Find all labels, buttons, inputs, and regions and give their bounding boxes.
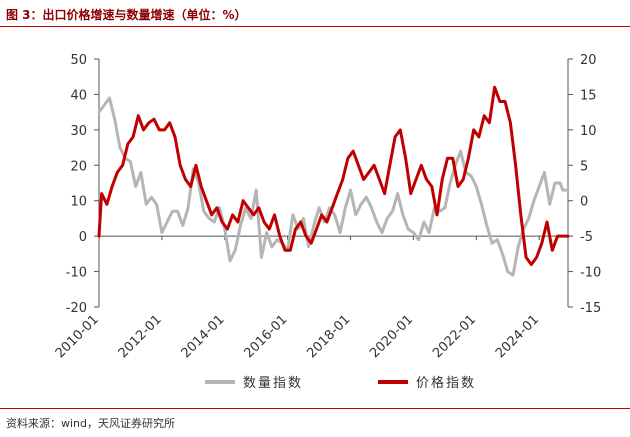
series-line-quantity <box>97 96 570 277</box>
y-left-tick-label: 50 <box>70 53 87 68</box>
x-tick-label: 2020-01 <box>367 312 416 361</box>
y-right-tick-label: 5 <box>580 159 588 174</box>
line-chart: -20 -10 0 10 20 30 40 50 -15 -10 -5 0 5 10 15 20 2010-01… <box>53 53 601 391</box>
series-line-price <box>97 85 570 266</box>
y-left-tick-label: 40 <box>70 88 87 103</box>
y-left-tick-label: 30 <box>70 124 87 139</box>
y-right-tick-label: 15 <box>580 88 597 103</box>
y-left-tick-label: -20 <box>66 301 87 316</box>
x-tick-label: 2016-01 <box>241 312 290 361</box>
y-left-tick-label: -10 <box>66 266 87 281</box>
legend-label-price: 价格指数 <box>416 375 476 391</box>
x-tick-label: 2024-01 <box>493 312 542 361</box>
y-right-tick-label: -15 <box>580 301 601 316</box>
figure-title: 图 3：出口价格增速与数量增速（单位：%） <box>6 8 247 22</box>
footer-rule <box>0 408 630 409</box>
y-left-tick-label: 20 <box>70 159 87 174</box>
source-note: 资料来源：wind，天风证券研究所 <box>6 417 176 430</box>
x-tick-label: 2014-01 <box>179 312 228 361</box>
x-tick-label: 2010-01 <box>53 312 102 361</box>
y-right-tick-label: -5 <box>580 230 593 245</box>
legend-label-quantity: 数量指数 <box>243 376 303 391</box>
y-right-tick-label: -10 <box>580 266 601 281</box>
x-tick-label: 2022-01 <box>430 312 479 361</box>
title-rule <box>0 26 630 27</box>
y-right-tick-label: 20 <box>580 53 597 68</box>
x-tick-label: 2012-01 <box>116 312 165 361</box>
x-tick-label: 2018-01 <box>304 312 353 361</box>
y-right-tick-label: 0 <box>580 195 588 210</box>
y-left-tick-label: 10 <box>70 195 87 210</box>
y-left-tick-label: 0 <box>79 230 87 245</box>
y-right-tick-label: 10 <box>580 124 597 139</box>
